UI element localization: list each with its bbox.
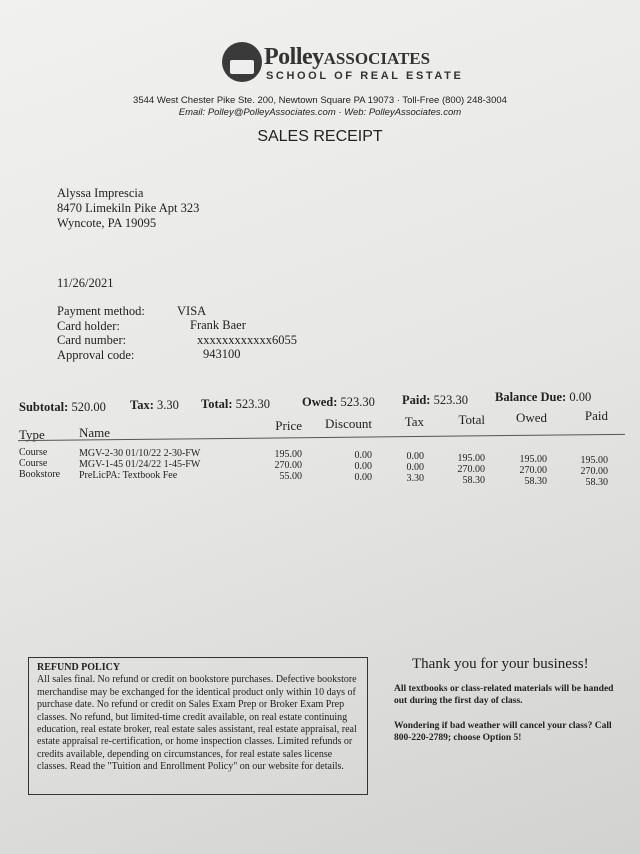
table-cell: PreLicPA: Textbook Fee — [79, 469, 178, 481]
column-header: Tax — [404, 414, 424, 429]
tax-summary: Tax: 3.30 — [130, 398, 179, 412]
customer-city: Wyncote, PA 19095 — [57, 216, 157, 230]
thanks-message: Thank you for your business! — [412, 656, 589, 672]
table-cell: 0.00 — [354, 472, 373, 484]
school-subtitle: SCHOOL OF REAL ESTATE — [266, 70, 464, 82]
table-cell: 270.00 — [519, 464, 548, 476]
card-holder: Frank Baer — [190, 318, 246, 332]
table-cell: 55.00 — [279, 471, 303, 482]
paid-summary: Paid: 523.30 — [402, 393, 468, 407]
table-cell: Course — [19, 457, 48, 469]
table-cell: 270.00 — [457, 463, 486, 475]
table-cell: 0.00 — [354, 461, 373, 473]
table-cell: 0.00 — [406, 462, 425, 474]
approval-code: 943100 — [203, 347, 241, 361]
table-cell: 0.00 — [406, 451, 425, 463]
subtotal: Subtotal: 520.00 — [19, 400, 106, 414]
refund-title: REFUND POLICY — [37, 662, 121, 673]
address: 3544 West Chester Pike Ste. 200, Newtown… — [133, 95, 507, 106]
total-summary: Total: 523.30 — [201, 397, 270, 411]
balance-due: Balance Due: 0.00 — [495, 390, 592, 404]
school-logo-icon — [222, 42, 262, 82]
table-cell: MGV-1-45 01/24/22 1-45-FW — [79, 458, 201, 470]
refund-policy-box: REFUND POLICY All sales final. No refund… — [28, 657, 368, 795]
materials-note: All textbooks or class-related materials… — [394, 684, 614, 706]
card-number: xxxxxxxxxxxx6055 — [197, 333, 297, 347]
column-header: Discount — [325, 416, 372, 431]
table-cell: 195.00 — [580, 455, 609, 466]
payment-labels: Payment method: Card holder: Card number: A… — [57, 304, 145, 362]
table-cell: 195.00 — [519, 453, 548, 465]
table-cell: 3.30 — [406, 473, 425, 485]
table-cell: 195.00 — [274, 449, 303, 460]
table-cell: MGV-2-30 01/10/22 2-30-FW — [79, 447, 201, 459]
column-header: Paid — [584, 408, 608, 423]
table-cell: 270.00 — [274, 460, 303, 471]
page-title: SALES RECEIPT — [257, 128, 383, 145]
receipt-date: 11/26/2021 — [57, 276, 114, 290]
column-header: Price — [275, 418, 302, 433]
brand-name: PolleyASSOCIATES — [264, 44, 431, 70]
table-cell: 58.30 — [585, 477, 609, 488]
refund-body: All sales final. No refund or credit on … — [37, 674, 357, 773]
table-cell: 58.30 — [462, 474, 486, 486]
owed-summary: Owed: 523.30 — [302, 395, 375, 409]
table-cell: 58.30 — [524, 475, 548, 487]
table-cell: Course — [19, 446, 48, 458]
table-cell: 0.00 — [354, 450, 373, 462]
column-header: Type — [19, 427, 45, 442]
table-cell: 270.00 — [580, 466, 609, 477]
customer-address: Alyssa Imprescia 8470 Limekiln Pike Apt … — [57, 186, 199, 231]
column-header: Total — [458, 412, 485, 427]
table-cell: Bookstore — [19, 468, 61, 480]
contact: Email: Polley@PolleyAssociates.com · Web… — [178, 107, 462, 118]
column-header: Owed — [515, 410, 547, 425]
table-cell: 195.00 — [457, 452, 486, 464]
weather-note: Wondering if bad weather will cancel you… — [394, 721, 612, 743]
payment-method: VISA — [177, 304, 207, 318]
customer-street: 8470 Limekiln Pike Apt 323 — [57, 201, 200, 215]
column-header: Name — [79, 425, 111, 440]
customer-name: Alyssa Imprescia — [57, 186, 144, 200]
